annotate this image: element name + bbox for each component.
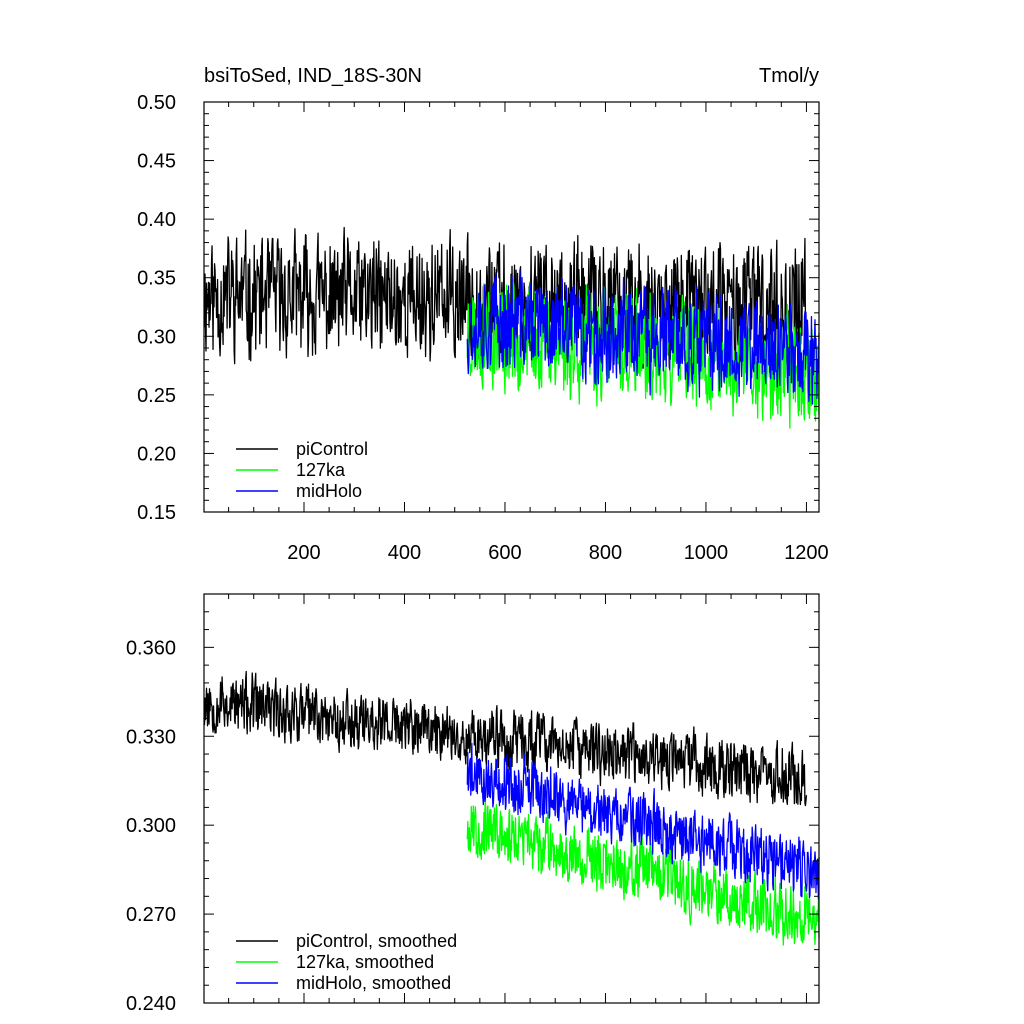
series-line-127ka-smoothed	[466, 798, 820, 946]
legend-label-picontrol: piControl	[296, 439, 368, 459]
series-line-midholo	[466, 269, 820, 405]
x-tick-label: 1200	[784, 542, 829, 564]
legend-label-127ka: 127ka	[296, 460, 346, 480]
y-tick-label: 0.50	[137, 92, 176, 114]
y-tick-label: 0.20	[137, 443, 176, 465]
y-tick-label: 0.240	[126, 993, 176, 1015]
y-tick-label: 0.25	[137, 385, 176, 407]
top-series-layer	[203, 226, 820, 429]
x-tick-label: 400	[388, 542, 421, 564]
top-panel: bsiToSed, IND_18S-30N Tmol/y 200 400 600 80…	[137, 65, 829, 564]
legend-label-picontrol-smoothed: piControl, smoothed	[296, 931, 457, 951]
units-label: Tmol/y	[759, 65, 819, 87]
y-tick-label: 0.30	[137, 326, 176, 348]
y-tick-label: 0.360	[126, 637, 176, 659]
y-tick-label: 0.270	[126, 904, 176, 926]
y-tick-label: 0.40	[137, 209, 176, 231]
bottom-series-layer	[203, 670, 820, 946]
plot-frame	[203, 101, 820, 513]
x-tick-label: 600	[488, 542, 521, 564]
chart-title: bsiToSed, IND_18S-30N	[204, 65, 422, 87]
series-line-midholo-smoothed	[466, 742, 820, 900]
bottom-axis-layer: 0.240 0.270 0.300 0.330 0.360	[126, 593, 820, 1015]
y-tick-label: 0.330	[126, 726, 176, 748]
x-tick-label: 1000	[684, 542, 729, 564]
plot-frame	[203, 593, 820, 1004]
series-line-picontrol-smoothed	[203, 670, 808, 807]
y-tick-label: 0.35	[137, 268, 176, 290]
x-tick-label: 200	[287, 542, 320, 564]
legend-label-midholo: midHolo	[296, 481, 362, 501]
x-tick-label: 800	[589, 542, 622, 564]
y-tick-label: 0.300	[126, 815, 176, 837]
y-tick-label: 0.45	[137, 151, 176, 173]
legend-label-midholo-smoothed: midHolo, smoothed	[296, 973, 451, 993]
bottom-panel: 0.240 0.270 0.300 0.330 0.360 piControl, smo…	[126, 593, 820, 1015]
y-tick-label: 0.15	[137, 502, 176, 524]
top-axis-layer: 200 400 600 800 1000 1200 0.15 0.20 0.25 0.30 0.35…	[137, 92, 829, 564]
legend-label-127ka-smoothed: 127ka, smoothed	[296, 952, 434, 972]
